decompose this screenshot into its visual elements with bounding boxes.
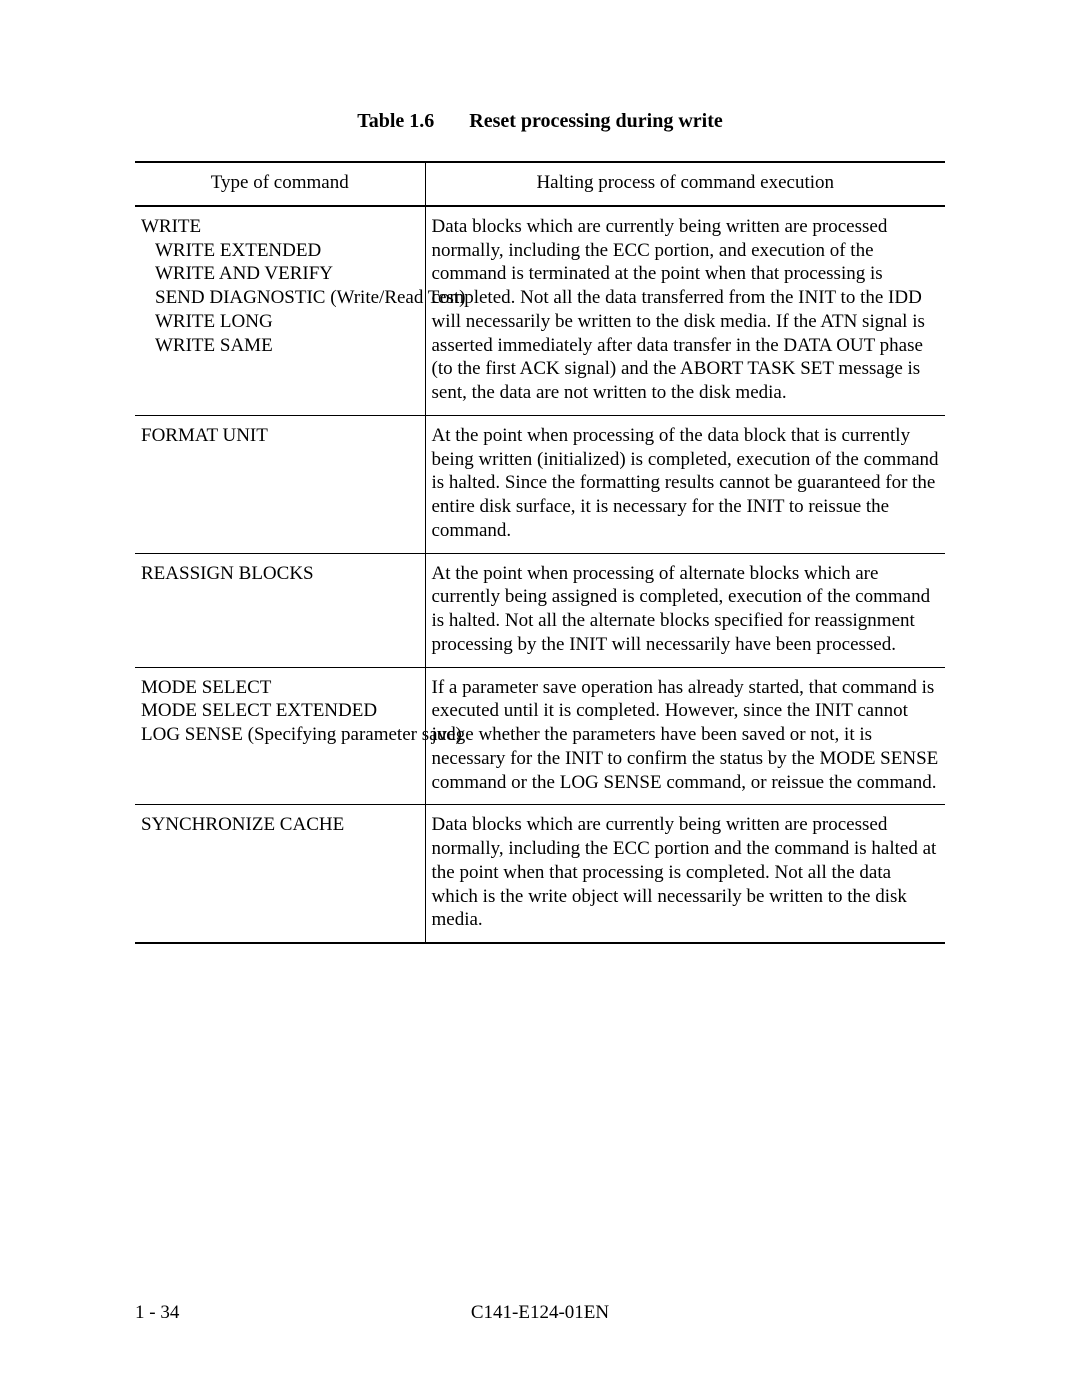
command-name: LOG SENSE (Specifying parameter save) bbox=[141, 723, 419, 747]
table-number: Table 1.6 bbox=[357, 110, 434, 133]
command-name: WRITE AND VERIFY bbox=[141, 262, 419, 286]
description-cell: If a parameter save operation has alread… bbox=[425, 667, 945, 805]
table-row: SYNCHRONIZE CACHEData blocks which are c… bbox=[135, 805, 945, 943]
command-name: WRITE SAME bbox=[141, 334, 419, 358]
col-header-left: Type of command bbox=[135, 162, 425, 206]
table-title: Reset processing during write bbox=[469, 110, 723, 132]
description-cell: At the point when processing of alternat… bbox=[425, 553, 945, 667]
command-cell: MODE SELECTMODE SELECT EXTENDEDLOG SENSE… bbox=[135, 667, 425, 805]
doc-id: C141-E124-01EN bbox=[471, 1302, 609, 1324]
table-row: MODE SELECTMODE SELECT EXTENDEDLOG SENSE… bbox=[135, 667, 945, 805]
command-name: MODE SELECT bbox=[141, 676, 419, 700]
command-name: WRITE LONG bbox=[141, 310, 419, 334]
description-cell: Data blocks which are currently being wr… bbox=[425, 805, 945, 943]
table-header-row: Type of command Halting process of comma… bbox=[135, 162, 945, 206]
table-row: REASSIGN BLOCKSAt the point when process… bbox=[135, 553, 945, 667]
description-cell: Data blocks which are currently being wr… bbox=[425, 206, 945, 416]
table-caption: Table 1.6 Reset processing during write bbox=[135, 110, 945, 133]
col-header-right: Halting process of command execution bbox=[425, 162, 945, 206]
page: Table 1.6 Reset processing during write … bbox=[0, 0, 1080, 1397]
command-cell: FORMAT UNIT bbox=[135, 415, 425, 553]
reset-table: Type of command Halting process of comma… bbox=[135, 161, 945, 944]
command-name: SYNCHRONIZE CACHE bbox=[141, 813, 419, 837]
command-name: MODE SELECT EXTENDED bbox=[141, 699, 419, 723]
command-cell: WRITEWRITE EXTENDEDWRITE AND VERIFYSEND … bbox=[135, 206, 425, 416]
description-cell: At the point when processing of the data… bbox=[425, 415, 945, 553]
table-row: WRITEWRITE EXTENDEDWRITE AND VERIFYSEND … bbox=[135, 206, 945, 416]
page-number: 1 - 34 bbox=[135, 1302, 179, 1324]
command-cell: REASSIGN BLOCKS bbox=[135, 553, 425, 667]
command-name: WRITE bbox=[141, 215, 419, 239]
command-cell: SYNCHRONIZE CACHE bbox=[135, 805, 425, 943]
table-row: FORMAT UNITAt the point when processing … bbox=[135, 415, 945, 553]
command-name: SEND DIAGNOSTIC (Write/Read Test) bbox=[141, 286, 419, 310]
command-name: WRITE EXTENDED bbox=[141, 239, 419, 263]
command-name: REASSIGN BLOCKS bbox=[141, 562, 419, 586]
command-name: FORMAT UNIT bbox=[141, 424, 419, 448]
